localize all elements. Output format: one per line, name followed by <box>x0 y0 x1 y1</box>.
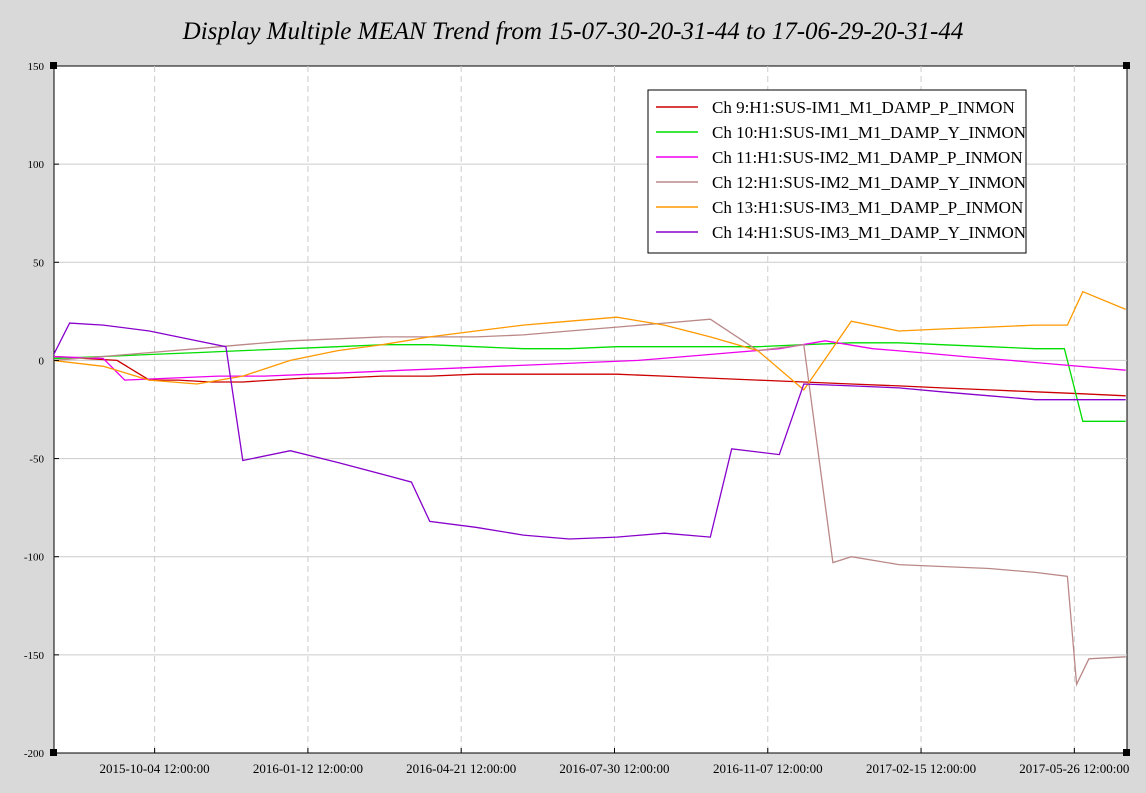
chart-title: Display Multiple MEAN Trend from 15-07-3… <box>182 18 964 45</box>
legend-entry: Ch 12:H1:SUS-IM2_M1_DAMP_Y_INMON <box>712 173 1026 192</box>
series-line-ch9 <box>54 355 1126 397</box>
series-line-ch12 <box>54 318 1126 687</box>
y-tick-label: -150 <box>24 650 45 662</box>
series-line-ch13 <box>54 290 1126 391</box>
legend: Ch 9:H1:SUS-IM1_M1_DAMP_P_INMON Ch 10:H1:… <box>647 89 1027 254</box>
y-tick-label: -100 <box>24 552 45 564</box>
legend-entry: Ch 14:H1:SUS-IM3_M1_DAMP_Y_INMON <box>712 223 1026 242</box>
legend-entry: Ch 10:H1:SUS-IM1_M1_DAMP_Y_INMON <box>712 123 1026 142</box>
x-tick-label: 2016-11-07 12:00:00 <box>713 761 823 776</box>
axes: 150 100 50 0 -50 -100 -150 -200 2015-10-04 12:00… <box>24 61 1130 776</box>
plot-corner-markers <box>50 62 1130 756</box>
series-line-ch10 <box>54 342 1126 422</box>
y-tick-label: 0 <box>39 355 45 367</box>
x-tick-label: 2015-10-04 12:00:00 <box>100 761 210 776</box>
y-tick-label: -50 <box>29 454 44 466</box>
legend-entry: Ch 13:H1:SUS-IM3_M1_DAMP_P_INMON <box>712 198 1023 217</box>
legend-entry: Ch 9:H1:SUS-IM1_M1_DAMP_P_INMON <box>712 98 1015 117</box>
series-line-ch14 <box>54 322 1126 540</box>
x-tick-label: 2016-04-21 12:00:00 <box>406 761 516 776</box>
x-tick-label: 2016-07-30 12:00:00 <box>559 761 669 776</box>
y-tick-label: 50 <box>33 257 45 269</box>
legend-entry: Ch 11:H1:SUS-IM2_M1_DAMP_P_INMON <box>712 148 1023 167</box>
legend-box <box>647 89 1027 254</box>
series-line-ch11 <box>54 340 1126 381</box>
y-tick-label: 100 <box>28 159 45 171</box>
y-tick-label: 150 <box>28 61 45 73</box>
x-tick-label: 2017-02-15 12:00:00 <box>866 761 976 776</box>
x-tick-label: 2017-05-26 12:00:00 <box>1019 761 1129 776</box>
x-tick-label: 2016-01-12 12:00:00 <box>253 761 363 776</box>
series-layer <box>54 290 1126 687</box>
y-tick-label: -200 <box>24 748 45 760</box>
